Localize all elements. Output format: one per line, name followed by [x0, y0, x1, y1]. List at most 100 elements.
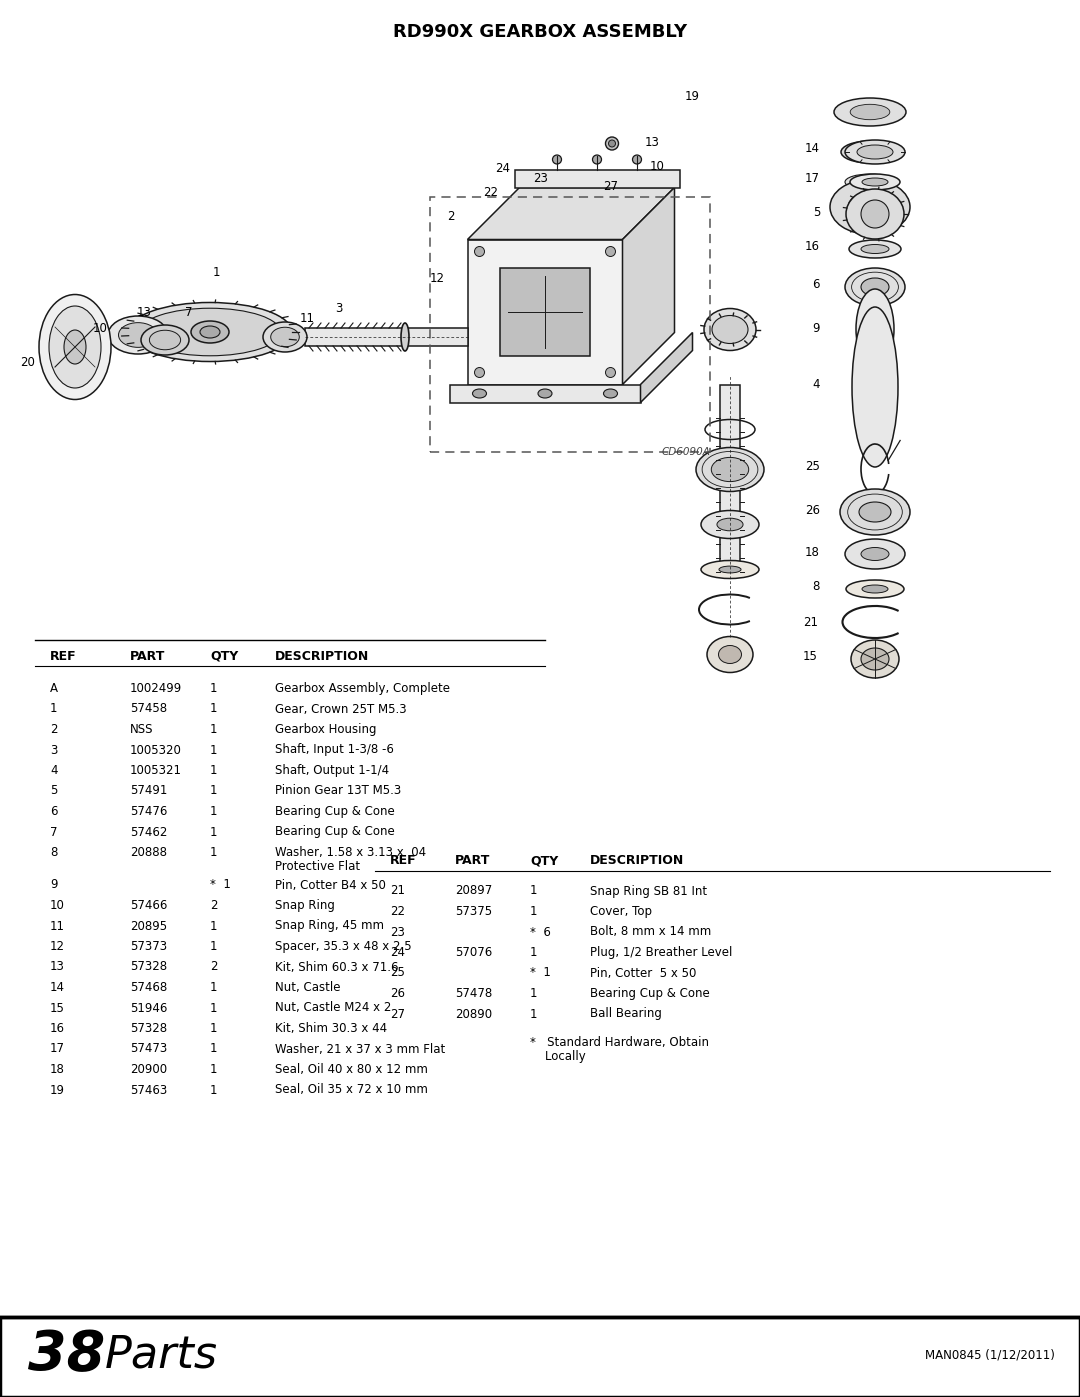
- Ellipse shape: [846, 189, 904, 239]
- Ellipse shape: [712, 457, 748, 482]
- Text: Pin, Cotter  5 x 50: Pin, Cotter 5 x 50: [590, 967, 697, 979]
- Text: 1: 1: [210, 1063, 217, 1076]
- Ellipse shape: [856, 289, 894, 369]
- Text: 5: 5: [50, 785, 57, 798]
- Text: Cover, Top: Cover, Top: [590, 905, 652, 918]
- Ellipse shape: [606, 246, 616, 257]
- Text: 22: 22: [483, 186, 498, 198]
- Text: Seal, Oil 40 x 80 x 12 mm: Seal, Oil 40 x 80 x 12 mm: [275, 1063, 428, 1076]
- Text: *  1: * 1: [530, 967, 551, 979]
- Text: 1: 1: [530, 884, 538, 897]
- Text: 25: 25: [390, 967, 405, 979]
- Text: 3: 3: [50, 743, 57, 757]
- Ellipse shape: [704, 309, 756, 351]
- Ellipse shape: [846, 580, 904, 598]
- Text: 9: 9: [812, 323, 820, 335]
- Polygon shape: [640, 332, 692, 402]
- Polygon shape: [468, 187, 675, 239]
- Text: QTY: QTY: [210, 650, 239, 662]
- Text: 57476: 57476: [130, 805, 167, 819]
- Text: Gear, Crown 25T M5.3: Gear, Crown 25T M5.3: [275, 703, 407, 715]
- Text: Plug, 1/2 Breather Level: Plug, 1/2 Breather Level: [590, 946, 732, 958]
- Text: 1: 1: [210, 743, 217, 757]
- Text: 1: 1: [210, 826, 217, 838]
- Text: 57478: 57478: [455, 988, 492, 1000]
- Text: MAN0845 (1/12/2011): MAN0845 (1/12/2011): [926, 1350, 1055, 1362]
- Ellipse shape: [129, 303, 292, 362]
- Text: 13: 13: [137, 306, 152, 319]
- Text: 38: 38: [28, 1329, 105, 1383]
- Text: Kit, Shim 30.3 x 44: Kit, Shim 30.3 x 44: [275, 1023, 387, 1035]
- Text: 12: 12: [50, 940, 65, 953]
- Text: 1: 1: [210, 919, 217, 933]
- Text: 19: 19: [685, 91, 700, 103]
- Text: 1002499: 1002499: [130, 682, 183, 694]
- Text: 18: 18: [805, 545, 820, 559]
- Text: *   Standard Hardware, Obtain: * Standard Hardware, Obtain: [530, 1037, 708, 1049]
- Ellipse shape: [845, 140, 905, 163]
- Text: 1: 1: [210, 1002, 217, 1014]
- Text: 1: 1: [210, 682, 217, 694]
- Text: 11: 11: [50, 919, 65, 933]
- Ellipse shape: [845, 175, 895, 190]
- Text: 9: 9: [50, 879, 57, 891]
- Text: Washer, 1.58 x 3.13 x .04: Washer, 1.58 x 3.13 x .04: [275, 847, 427, 859]
- Text: 12: 12: [430, 272, 445, 285]
- Text: 18: 18: [50, 1063, 65, 1076]
- Text: 26: 26: [805, 503, 820, 517]
- Ellipse shape: [191, 321, 229, 344]
- Text: Bearing Cup & Cone: Bearing Cup & Cone: [275, 826, 395, 838]
- Text: 1: 1: [210, 1023, 217, 1035]
- Text: Protective Flat: Protective Flat: [275, 861, 360, 873]
- Ellipse shape: [834, 98, 906, 126]
- Ellipse shape: [538, 388, 552, 398]
- Ellipse shape: [712, 316, 748, 344]
- Text: 20888: 20888: [130, 847, 167, 859]
- Bar: [430, 197, 710, 453]
- Text: Snap Ring: Snap Ring: [275, 900, 335, 912]
- Text: Shaft, Output 1-1/4: Shaft, Output 1-1/4: [275, 764, 389, 777]
- Ellipse shape: [474, 367, 485, 377]
- Text: PART: PART: [455, 854, 490, 868]
- Text: 1: 1: [210, 764, 217, 777]
- Text: DESCRIPTION: DESCRIPTION: [590, 854, 685, 868]
- Text: 21: 21: [804, 616, 818, 629]
- Ellipse shape: [119, 323, 158, 348]
- Ellipse shape: [849, 240, 901, 258]
- Text: 8: 8: [50, 847, 57, 859]
- Text: Pin, Cotter B4 x 50: Pin, Cotter B4 x 50: [275, 879, 386, 891]
- Text: Gearbox Housing: Gearbox Housing: [275, 724, 377, 736]
- Text: 1: 1: [530, 905, 538, 918]
- Text: 20895: 20895: [130, 919, 167, 933]
- Ellipse shape: [64, 330, 86, 365]
- Polygon shape: [514, 169, 679, 187]
- Text: 57468: 57468: [130, 981, 167, 995]
- Text: Bearing Cup & Cone: Bearing Cup & Cone: [590, 988, 710, 1000]
- Text: 26: 26: [390, 988, 405, 1000]
- Ellipse shape: [604, 388, 618, 398]
- Text: Nut, Castle: Nut, Castle: [275, 981, 340, 995]
- Text: 19: 19: [50, 1084, 65, 1097]
- Bar: [0, 1317, 1080, 1397]
- Text: 20897: 20897: [455, 884, 492, 897]
- Text: 1: 1: [530, 946, 538, 958]
- Text: Bolt, 8 mm x 14 mm: Bolt, 8 mm x 14 mm: [590, 925, 712, 939]
- Ellipse shape: [861, 648, 889, 671]
- Ellipse shape: [141, 326, 189, 355]
- Text: 1: 1: [210, 703, 217, 715]
- Text: 57328: 57328: [130, 1023, 167, 1035]
- Text: Snap Ring, 45 mm: Snap Ring, 45 mm: [275, 919, 384, 933]
- Text: 1: 1: [210, 805, 217, 819]
- Ellipse shape: [707, 637, 753, 672]
- Text: Spacer, 35.3 x 48 x 2.5: Spacer, 35.3 x 48 x 2.5: [275, 940, 411, 953]
- Text: 57373: 57373: [130, 940, 167, 953]
- Ellipse shape: [861, 200, 889, 228]
- Text: 1: 1: [210, 1084, 217, 1097]
- Text: 57466: 57466: [130, 900, 167, 912]
- Text: 1: 1: [530, 988, 538, 1000]
- Text: 57463: 57463: [130, 1084, 167, 1097]
- Text: 57491: 57491: [130, 785, 167, 798]
- Ellipse shape: [39, 295, 111, 400]
- Ellipse shape: [149, 330, 180, 349]
- Text: 17: 17: [805, 172, 820, 186]
